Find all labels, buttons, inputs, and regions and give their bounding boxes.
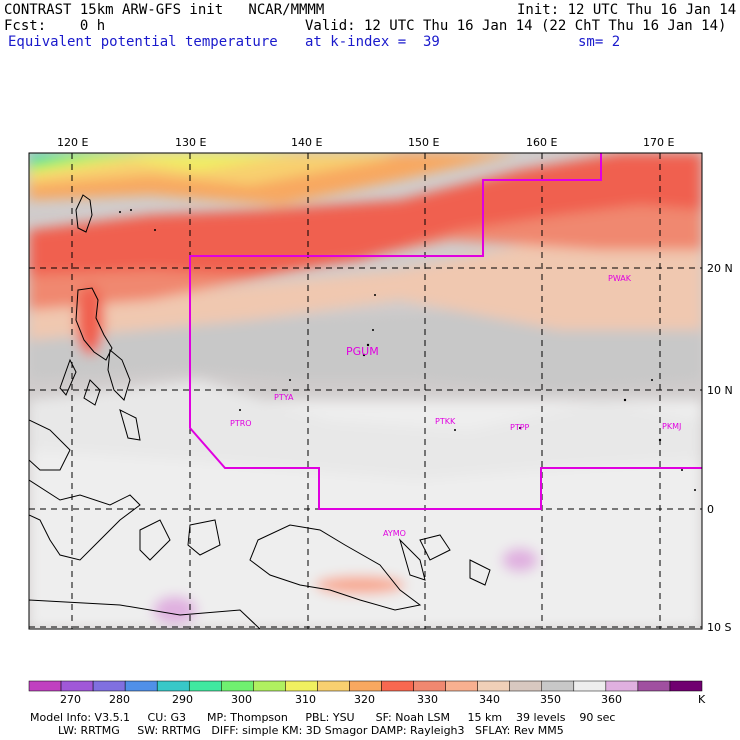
init-time: Init: 12 UTC Thu 16 Jan 14 [517, 2, 737, 18]
colorbar-swatch [317, 680, 350, 692]
map-frame [28, 152, 703, 630]
station-ptkk: PTKK [435, 417, 456, 426]
forecast-hour: Fcst: 0 h [4, 18, 106, 34]
colorbar-swatch [637, 680, 671, 692]
colorbar-swatch [445, 680, 478, 692]
lat-label-10s: 10 S [707, 621, 731, 634]
colorbar [28, 680, 703, 692]
lat-label-0: 0 [707, 503, 714, 516]
theta-e-field [29, 153, 702, 629]
model-info-line2: LW: RRTMG SW: RRTMG DIFF: simple KM: 3D … [30, 724, 564, 737]
colorbar-label-340: 340 [479, 693, 500, 706]
colorbar-label-330: 330 [417, 693, 438, 706]
lon-label-170: 170 E [643, 136, 674, 149]
colorbar-swatch [381, 680, 414, 692]
coastlines [29, 194, 491, 629]
lat-lon-grid [29, 153, 702, 629]
colorbar-swatch [92, 680, 126, 692]
colorbar-label-280: 280 [109, 693, 130, 706]
station-ptpp: PTPP [510, 423, 530, 432]
field-name: Equivalent potential temperature [8, 34, 278, 50]
colorbar-swatch [541, 680, 575, 692]
valid-time: Valid: 12 UTC Thu 16 Jan 14 (22 ChT Thu … [305, 18, 727, 34]
station-ptro: PTRO [230, 419, 252, 428]
colorbar-label-270: 270 [60, 693, 81, 706]
region-boundary [189, 153, 702, 510]
lon-label-130: 130 E [175, 136, 206, 149]
lon-label-160: 160 E [526, 136, 557, 149]
colorbar-labels: 270 280 290 300 310 320 330 340 350 360 … [60, 693, 706, 706]
station-pwak: PWAK [608, 274, 632, 283]
colorbar-swatch [477, 680, 510, 692]
colorbar-swatch [573, 680, 607, 692]
colorbar-swatch [669, 680, 703, 692]
colorbar-swatch [28, 680, 62, 692]
colorbar-swatch [285, 680, 318, 692]
colorbar-swatch [605, 680, 639, 692]
colorbar-swatch [253, 680, 286, 692]
colorbar-label-300: 300 [231, 693, 252, 706]
station-pkmj: PKMJ [662, 422, 681, 431]
colorbar-swatch [349, 680, 382, 692]
colorbar-swatch [221, 680, 254, 692]
small-islands [119, 209, 696, 491]
lon-label-120: 120 E [57, 136, 88, 149]
lon-label-140: 140 E [291, 136, 322, 149]
colorbar-label-350: 350 [540, 693, 561, 706]
colorbar-label-360: 360 [601, 693, 622, 706]
lon-label-150: 150 E [408, 136, 439, 149]
colorbar-swatch [188, 680, 222, 692]
colorbar-label-290: 290 [172, 693, 193, 706]
colorbar-swatch [156, 680, 190, 692]
colorbar-swatch [509, 680, 543, 692]
station-ptya: PTYA [274, 393, 294, 402]
smoothing-info: sm= 2 [578, 34, 621, 50]
model-title: CONTRAST 15km ARW-GFS init NCAR/MMMM [4, 2, 325, 18]
level-info: at k-index = 39 [305, 34, 440, 50]
lat-label-20n: 20 N [707, 262, 733, 275]
station-pgum: PGUM [346, 345, 379, 358]
lat-label-10n: 10 N [707, 384, 733, 397]
colorbar-swatch [124, 680, 158, 692]
colorbar-swatch [60, 680, 94, 692]
station-aymo: AYMO [383, 529, 406, 538]
model-info-line1: Model Info: V3.5.1 CU: G3 MP: Thompson P… [30, 711, 616, 724]
colorbar-swatch [413, 680, 446, 692]
colorbar-unit: K [698, 693, 706, 706]
colorbar-label-310: 310 [295, 693, 316, 706]
colorbar-label-320: 320 [354, 693, 375, 706]
